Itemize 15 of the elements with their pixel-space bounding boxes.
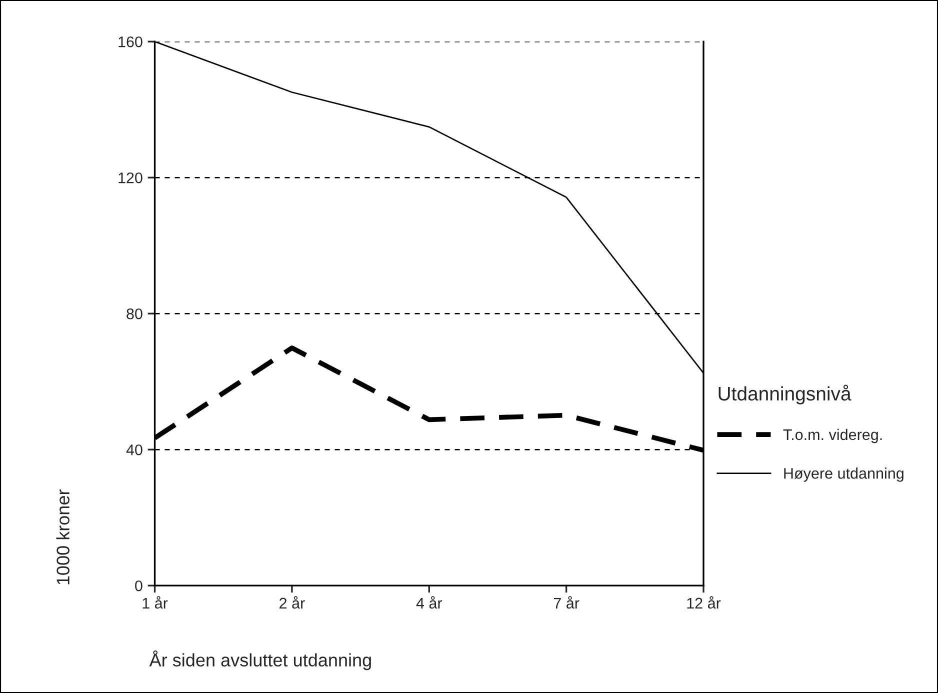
- y-tick-label: 80: [126, 308, 142, 320]
- y-tick-label: 0: [135, 580, 142, 592]
- legend-label: Høyere utdanning: [784, 468, 904, 482]
- legend-title: Utdanningsnivå: [718, 384, 852, 404]
- x-tick-label: 12 år: [687, 596, 721, 609]
- y-tick-label: 120: [118, 172, 142, 184]
- x-axis-title: År siden avsluttet utdanning: [149, 650, 371, 670]
- legend-label: T.o.m. videreg.: [783, 428, 882, 444]
- y-tick-label: 40: [126, 444, 142, 456]
- y-tick-label: 160: [118, 36, 142, 48]
- x-tick-label: 4 år: [416, 596, 442, 609]
- x-tick-label: 1 år: [142, 596, 168, 609]
- x-tick-label: 7 år: [554, 596, 580, 609]
- x-tick-label: 2 år: [280, 596, 305, 609]
- y-axis-title: 1000 kroner: [56, 490, 70, 584]
